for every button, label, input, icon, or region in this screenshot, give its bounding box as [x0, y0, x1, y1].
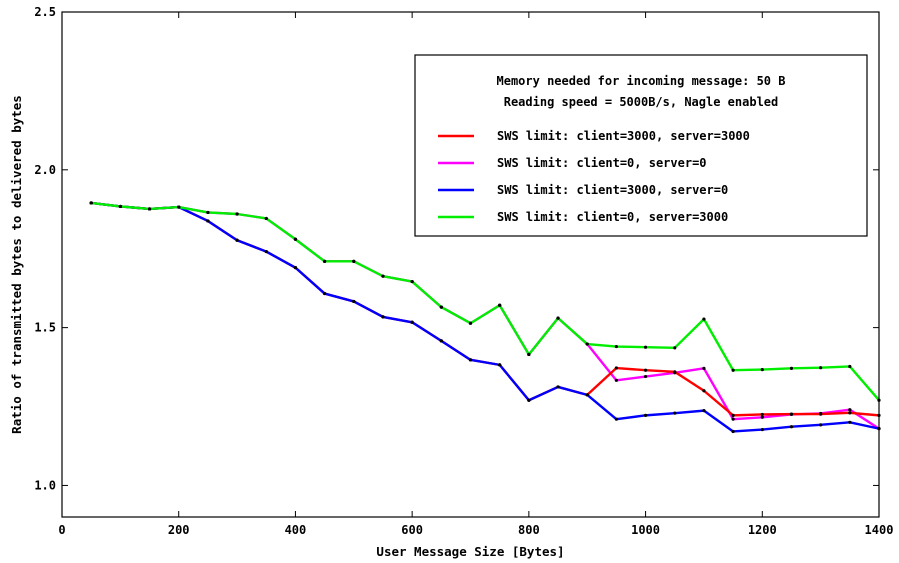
y-tick-label: 2.5 [34, 5, 56, 19]
data-point [293, 266, 298, 270]
data-point [293, 237, 298, 241]
data-point [760, 412, 764, 417]
data-point [410, 279, 414, 284]
data-point [439, 339, 443, 343]
x-tick-label: 0 [58, 523, 65, 537]
x-tick-label: 1200 [748, 523, 777, 537]
legend: Memory needed for incoming message: 50 B… [414, 54, 868, 237]
legend-entries: SWS limit: client=3000, server=3000 SWS l… [438, 129, 750, 224]
y-axis-label: Ratio of transmitted bytes to delivered … [9, 95, 24, 434]
data-point [643, 368, 648, 372]
data-point [556, 385, 560, 389]
data-point [614, 366, 618, 370]
data-point [848, 364, 852, 369]
data-point [702, 389, 706, 393]
y-tick-label: 1.5 [34, 321, 56, 335]
data-point [643, 413, 648, 417]
x-tick-label: 200 [168, 523, 190, 537]
data-point [848, 411, 852, 415]
x-tick-label: 600 [401, 523, 423, 537]
data-point [264, 216, 268, 221]
data-point [848, 408, 852, 412]
data-point [731, 429, 735, 434]
legend-label: SWS limit: client=0, server=3000 [497, 210, 728, 224]
data-point [235, 238, 239, 242]
points-layer [89, 201, 881, 434]
data-point [323, 291, 327, 296]
data-point [352, 299, 356, 304]
series-layer [89, 201, 881, 433]
legend-header-line-1: Memory needed for incoming message: 50 B [497, 74, 786, 88]
data-point [381, 274, 385, 278]
data-point [819, 366, 823, 370]
x-axis-label: User Message Size [Bytes] [376, 544, 564, 559]
data-point [235, 212, 239, 216]
data-point [585, 342, 589, 346]
data-point [89, 201, 93, 205]
data-point [643, 374, 648, 379]
data-point [410, 320, 414, 324]
data-point [468, 358, 473, 362]
data-point [673, 370, 677, 374]
data-point [848, 420, 852, 424]
y-tick-label: 1.0 [34, 478, 56, 492]
data-point [498, 303, 502, 307]
data-point [731, 417, 735, 421]
x-tick-label: 1400 [865, 523, 894, 537]
data-point [352, 259, 356, 263]
data-point [556, 316, 560, 320]
data-point [147, 207, 152, 211]
data-point [177, 205, 181, 209]
legend-label: SWS limit: client=3000, server=3000 [497, 129, 750, 143]
legend-header-line-2: Reading speed = 5000B/s, Nagle enabled [504, 95, 779, 109]
data-point [468, 321, 473, 325]
data-point [527, 352, 531, 357]
data-point [643, 345, 648, 349]
data-point [702, 317, 706, 321]
data-point [789, 412, 794, 416]
data-point [673, 346, 677, 350]
legend-label: SWS limit: client=0, server=0 [497, 156, 707, 170]
data-point [789, 425, 794, 429]
legend-label: SWS limit: client=3000, server=0 [497, 183, 728, 197]
series-line-sws-limit-client-0-server-3000 [89, 201, 881, 402]
x-tick-label: 800 [518, 523, 540, 537]
data-point [760, 427, 764, 432]
data-point [819, 412, 823, 416]
data-point [498, 363, 502, 367]
data-point [614, 417, 618, 421]
x-tick-label: 400 [285, 523, 307, 537]
data-point [439, 305, 443, 309]
data-point [760, 368, 764, 372]
x-tick-label: 1000 [631, 523, 660, 537]
data-point [702, 409, 706, 413]
data-point [731, 368, 735, 372]
data-point [702, 366, 706, 370]
data-point [614, 344, 618, 349]
data-point [673, 411, 677, 415]
data-point [585, 393, 589, 397]
data-point [264, 249, 268, 254]
data-point [789, 366, 794, 370]
axis-layer: 0 200 400 600 800 1000 1200 1400 1.0 1.5 2.0 2.5 [34, 5, 893, 537]
data-point [206, 210, 210, 215]
data-point [118, 204, 122, 209]
data-point [614, 378, 618, 382]
data-point [527, 398, 531, 402]
plot-frame [61, 11, 880, 518]
data-point [819, 423, 823, 427]
data-point [206, 219, 210, 223]
data-point [381, 315, 385, 319]
y-tick-label: 2.0 [34, 163, 56, 177]
data-point [760, 415, 764, 419]
legend-box [414, 54, 868, 237]
data-point [323, 259, 327, 263]
series-line-sws-limit-client-3000-server-0 [89, 201, 881, 433]
data-point [731, 413, 735, 417]
